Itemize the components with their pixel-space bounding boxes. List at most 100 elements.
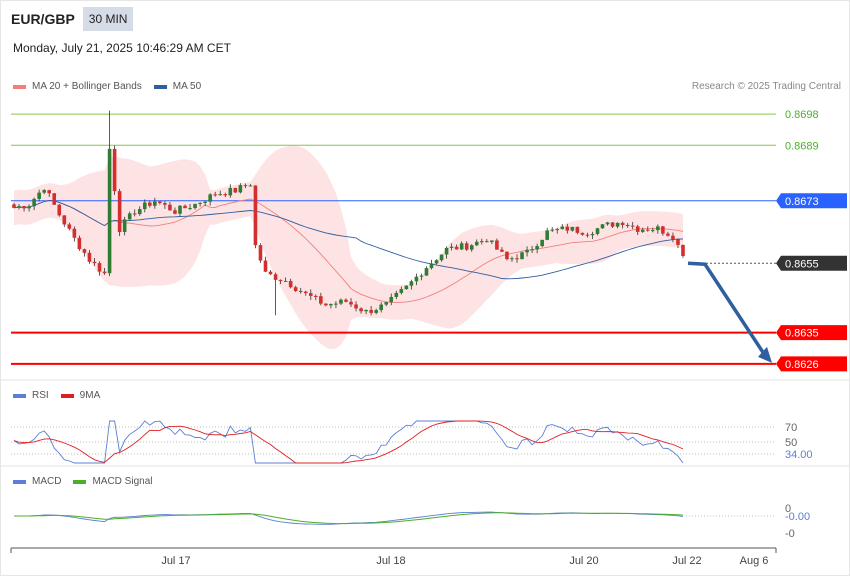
candle-body: [163, 203, 167, 205]
candle-body: [42, 190, 46, 193]
candle-body: [77, 237, 82, 250]
legend-9ma-item: 9MA: [60, 390, 101, 401]
legend-ma50: MA 50: [153, 81, 201, 92]
candle-body: [379, 304, 383, 311]
candle-body: [666, 233, 670, 236]
x-tick-label-2: Jul 20: [569, 555, 598, 567]
candle-body: [575, 226, 580, 233]
candle-body: [153, 201, 157, 206]
candle-body: [112, 148, 117, 192]
candle-body: [630, 225, 635, 227]
level-label-1: 0.8689: [785, 140, 819, 152]
candle-body: [545, 230, 549, 240]
candle-body: [52, 193, 57, 205]
rsi-level-label-1: 50: [785, 437, 797, 449]
candle-body: [640, 229, 645, 232]
legend-macd-label: MACD: [32, 476, 62, 487]
macd-level-label-2: -0: [785, 528, 795, 540]
legend-9ma-label: 9MA: [79, 390, 101, 401]
candle-body: [615, 222, 620, 227]
forecast-arrow-head: [758, 346, 772, 363]
level-tag-2: [776, 193, 847, 209]
candle-body: [389, 296, 394, 303]
candle-body: [223, 194, 228, 196]
candle-body: [454, 246, 459, 250]
candle-body: [243, 185, 248, 187]
legend-ma20: MA 20 + Bollinger Bands: [13, 81, 142, 92]
candle-body: [193, 203, 197, 209]
candle-body: [62, 215, 67, 225]
candle-body: [127, 213, 132, 220]
candle-body: [339, 299, 343, 304]
candle-body: [238, 185, 243, 193]
candle-body: [233, 188, 238, 193]
candle-body: [203, 201, 207, 203]
candle-body: [459, 243, 464, 250]
macd-level-label-1: -0.00: [785, 511, 810, 523]
candle-body: [102, 271, 107, 274]
candle-body: [248, 185, 253, 187]
candle-body: [394, 292, 399, 297]
candle-body: [404, 285, 409, 290]
candle-body: [681, 244, 685, 257]
level-label-0: 0.8698: [785, 109, 819, 121]
candle-body: [67, 224, 72, 229]
candle-body: [173, 210, 177, 214]
legend-rsi-label: RSI: [32, 390, 49, 401]
candle-body: [505, 251, 509, 260]
candle-body: [213, 194, 218, 196]
candle-body: [132, 213, 137, 215]
candle-body: [27, 206, 31, 209]
candle-body: [308, 293, 313, 296]
macd-level-label-0: 0: [785, 503, 791, 515]
candle-body: [22, 206, 26, 209]
candle-body: [409, 281, 414, 286]
x-tick-label-0: Jul 17: [161, 555, 190, 567]
legend-9ma-swatch: [60, 393, 74, 398]
candle-body: [319, 296, 323, 304]
candle-body: [364, 309, 368, 312]
candle-body: [449, 246, 454, 248]
candle-body: [278, 279, 283, 281]
macd-line: [14, 511, 684, 525]
rsi-line: [13, 420, 684, 464]
candle-body: [600, 224, 605, 229]
candle-body: [515, 258, 519, 260]
level-label-5: 0.8626: [785, 359, 819, 371]
candle-body: [369, 309, 373, 313]
candle-body: [47, 190, 52, 194]
symbol-label: EUR/GBP: [11, 11, 75, 27]
candle-body: [117, 191, 122, 232]
legend-macd: MACD MACD Signal: [13, 476, 164, 487]
candle-body: [656, 226, 660, 231]
candle-body: [585, 234, 590, 236]
candle-body: [107, 148, 112, 274]
candle-body: [354, 304, 358, 309]
candle-body: [651, 230, 655, 232]
candle-body: [424, 268, 429, 276]
candle-body: [610, 222, 615, 227]
candle-body: [676, 239, 680, 245]
candle-body: [183, 205, 187, 209]
level-label-4: 0.8635: [785, 328, 819, 340]
candle-body: [444, 247, 449, 255]
legend-macd-item: MACD: [13, 476, 61, 487]
candle-body: [374, 310, 378, 313]
candle-body: [635, 226, 640, 232]
level-label-2: 0.8673: [785, 196, 819, 208]
rsi-ma-line: [13, 420, 684, 464]
candle-body: [500, 249, 504, 252]
candle-body: [399, 289, 404, 293]
candle-body: [434, 260, 439, 264]
timeframe-badge[interactable]: 30 MIN: [82, 7, 134, 31]
candle-body: [253, 185, 258, 246]
candle-body: [324, 303, 328, 306]
candle-body: [595, 228, 600, 234]
legend-macd-signal-swatch: [73, 479, 87, 484]
candle-body: [17, 206, 21, 208]
candle-body: [359, 308, 363, 312]
candle-body: [510, 258, 514, 260]
candle-body: [334, 303, 338, 305]
candle-body: [303, 291, 308, 294]
candle-body: [520, 252, 524, 260]
